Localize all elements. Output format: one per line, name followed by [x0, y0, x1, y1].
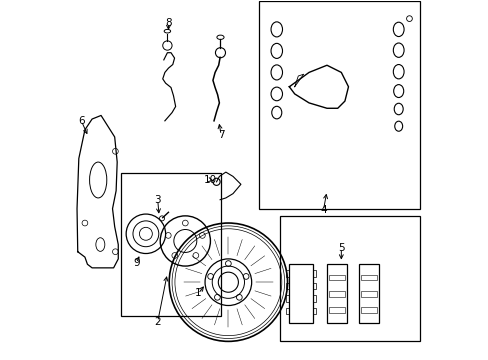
Text: 8: 8 [165, 18, 171, 28]
Bar [312, 270, 315, 277]
Text: 6: 6 [78, 116, 84, 126]
Bar [312, 296, 315, 302]
Bar [326, 264, 346, 323]
Bar [286, 283, 289, 289]
Bar [258, 1, 419, 209]
Text: 4: 4 [320, 206, 326, 216]
Text: 2: 2 [154, 317, 161, 327]
Bar [360, 291, 376, 297]
Bar [328, 275, 344, 280]
Bar [328, 307, 344, 313]
Text: 5: 5 [337, 243, 344, 253]
Bar [359, 264, 378, 323]
Bar [286, 270, 289, 277]
Bar [286, 296, 289, 302]
Bar [312, 308, 315, 315]
Bar [328, 291, 344, 297]
Text: 7: 7 [218, 130, 224, 140]
Text: 10: 10 [203, 175, 217, 185]
Bar [360, 307, 376, 313]
Text: 1: 1 [195, 288, 202, 298]
Bar [286, 308, 289, 315]
Text: 3: 3 [154, 195, 161, 205]
Bar [312, 283, 315, 289]
Bar [280, 216, 419, 341]
Bar [289, 264, 312, 323]
Text: 9: 9 [133, 258, 139, 268]
Bar [121, 173, 221, 316]
Bar [360, 275, 376, 280]
